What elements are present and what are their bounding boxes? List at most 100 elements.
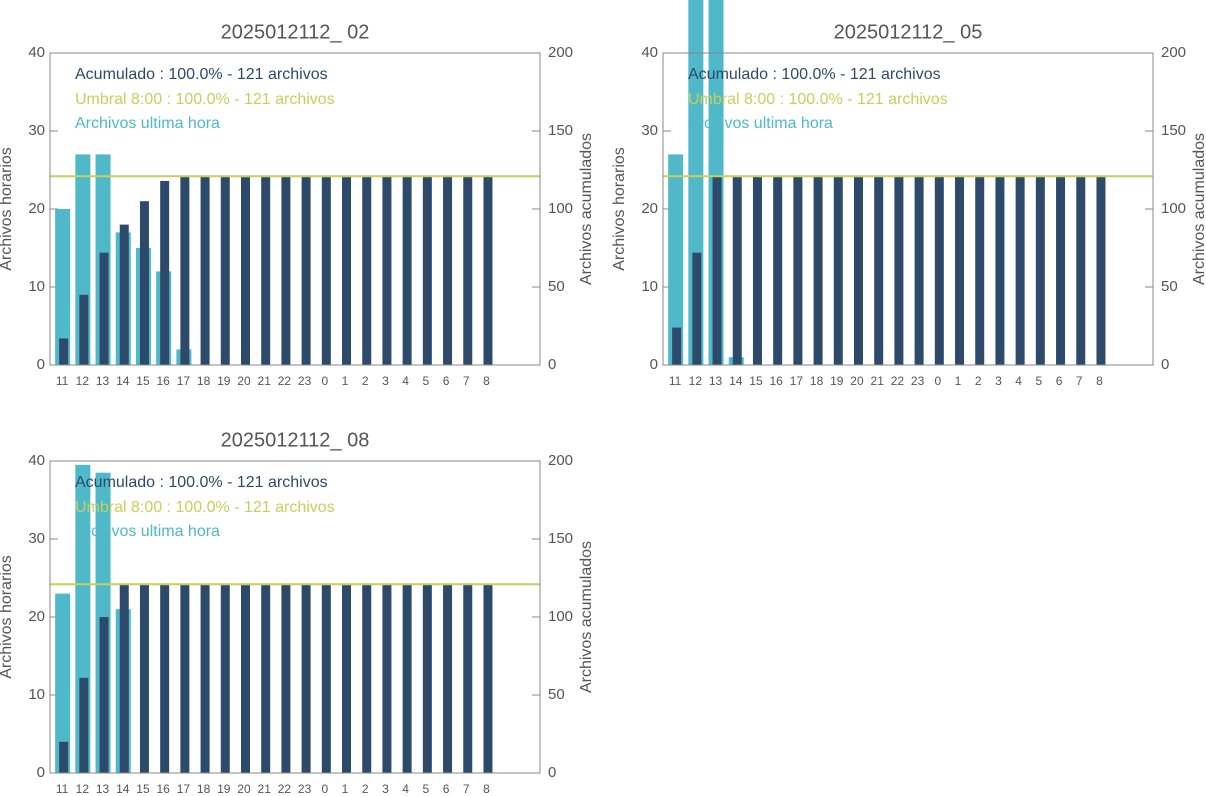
cumulative-bar <box>119 224 129 365</box>
cumulative-bar <box>894 176 904 365</box>
cumulative-bar <box>342 176 352 365</box>
cumulative-bar <box>160 584 170 773</box>
x-tick-label: 20 <box>237 782 251 796</box>
x-tick-label: 4 <box>402 374 409 388</box>
y2-tick-label: 50 <box>548 278 565 295</box>
cumulative-bar <box>79 294 89 365</box>
x-tick-label: 7 <box>1076 374 1083 388</box>
panel: 2025012112_ 05010203040050100150200Archi… <box>611 0 1206 388</box>
y2-tick-label: 150 <box>548 530 573 547</box>
panel: 2025012112_ 02010203040050100150200Archi… <box>0 21 595 388</box>
cumulative-bar <box>321 176 331 365</box>
cumulative-bar <box>362 584 372 773</box>
y-tick-label: 40 <box>641 44 658 61</box>
y2-tick-label: 150 <box>548 122 573 139</box>
plot-frame <box>662 52 1154 366</box>
x-tick-label: 3 <box>382 374 389 388</box>
x-tick-label: 21 <box>258 374 272 388</box>
x-tick-label: 0 <box>321 374 328 388</box>
x-tick-label: 16 <box>156 782 170 796</box>
y-tick-label: 30 <box>28 122 45 139</box>
cumulative-bar <box>79 677 89 773</box>
legend-entry: Acumulado : 100.0% - 121 archivos <box>75 474 328 491</box>
x-tick-label: 12 <box>76 782 90 796</box>
cumulative-bar <box>362 176 372 365</box>
cumulative-bar <box>382 176 392 365</box>
panel-title: 2025012112_ 08 <box>221 429 370 451</box>
y-tick-label: 20 <box>28 200 45 217</box>
x-tick-label: 6 <box>1056 374 1063 388</box>
y-tick-label: 20 <box>28 608 45 625</box>
x-tick-label: 5 <box>1036 374 1043 388</box>
cumulative-bar <box>1076 176 1086 365</box>
legend-entry: Archivos ultima hora <box>75 523 220 540</box>
cumulative-bar <box>853 176 863 365</box>
cumulative-bar <box>160 180 170 365</box>
x-tick-label: 21 <box>258 782 272 796</box>
x-tick-label: 23 <box>298 782 312 796</box>
legend-entry: Acumulado : 100.0% - 121 archivos <box>688 66 941 83</box>
cumulative-bar <box>732 176 742 365</box>
cumulative-bar <box>261 584 271 773</box>
x-tick-label: 11 <box>669 374 682 388</box>
x-tick-label: 22 <box>278 374 292 388</box>
cumulative-bar <box>422 176 432 365</box>
legend-entry: Archivos ultima hora <box>75 115 220 132</box>
x-tick-label: 4 <box>1015 374 1022 388</box>
x-tick-label: 22 <box>891 374 905 388</box>
cumulative-bar <box>483 176 493 365</box>
x-tick-label: 3 <box>995 374 1002 388</box>
x-tick-label: 0 <box>934 374 941 388</box>
x-tick-label: 19 <box>217 782 231 796</box>
y2-tick-label: 150 <box>1161 122 1186 139</box>
cumulative-bar <box>220 176 230 365</box>
cumulative-bar <box>975 176 985 365</box>
y2-axis-label: Archivos acumulados <box>578 133 595 285</box>
cumulative-bar <box>301 176 311 365</box>
x-tick-label: 2 <box>975 374 982 388</box>
x-tick-label: 18 <box>197 782 211 796</box>
cumulative-bar <box>382 584 392 773</box>
x-tick-label: 17 <box>177 374 191 388</box>
x-tick-label: 11 <box>56 782 69 796</box>
x-tick-label: 12 <box>689 374 703 388</box>
cumulative-bar <box>59 338 69 365</box>
cumulative-bar <box>261 176 271 365</box>
cumulative-bar <box>712 176 722 365</box>
x-tick-label: 1 <box>342 374 349 388</box>
x-tick-label: 13 <box>709 374 723 388</box>
y-tick-label: 0 <box>37 356 45 373</box>
x-tick-label: 23 <box>911 374 925 388</box>
y-tick-label: 40 <box>28 44 45 61</box>
cumulative-bar <box>281 584 291 773</box>
y2-tick-label: 50 <box>1161 278 1178 295</box>
legend-entry: Umbral 8:00 : 100.0% - 121 archivos <box>688 91 948 108</box>
panel-title: 2025012112_ 02 <box>221 21 370 43</box>
x-tick-label: 8 <box>1096 374 1103 388</box>
x-tick-label: 6 <box>443 374 450 388</box>
x-tick-label: 20 <box>237 374 251 388</box>
cumulative-bar <box>180 176 190 365</box>
x-tick-label: 13 <box>96 782 110 796</box>
x-tick-label: 15 <box>136 782 150 796</box>
x-tick-label: 2 <box>362 782 369 796</box>
x-tick-label: 16 <box>156 374 170 388</box>
cumulative-bar <box>672 327 682 365</box>
cumulative-bar <box>99 252 109 365</box>
x-tick-label: 15 <box>749 374 763 388</box>
cumulative-bar <box>119 584 129 773</box>
cumulative-bar <box>402 584 412 773</box>
x-tick-label: 0 <box>321 782 328 796</box>
panel: 2025012112_ 08010203040050100150200Archi… <box>0 429 595 796</box>
plot-frame <box>49 460 541 774</box>
cumulative-bar <box>483 584 493 773</box>
cumulative-bar <box>1096 176 1106 365</box>
x-tick-label: 7 <box>463 374 470 388</box>
cumulative-bar <box>342 584 352 773</box>
cumulative-bar <box>422 584 432 773</box>
cumulative-bar <box>240 176 250 365</box>
y2-tick-label: 0 <box>1161 356 1169 373</box>
cumulative-bar <box>240 584 250 773</box>
cumulative-bar <box>180 584 190 773</box>
